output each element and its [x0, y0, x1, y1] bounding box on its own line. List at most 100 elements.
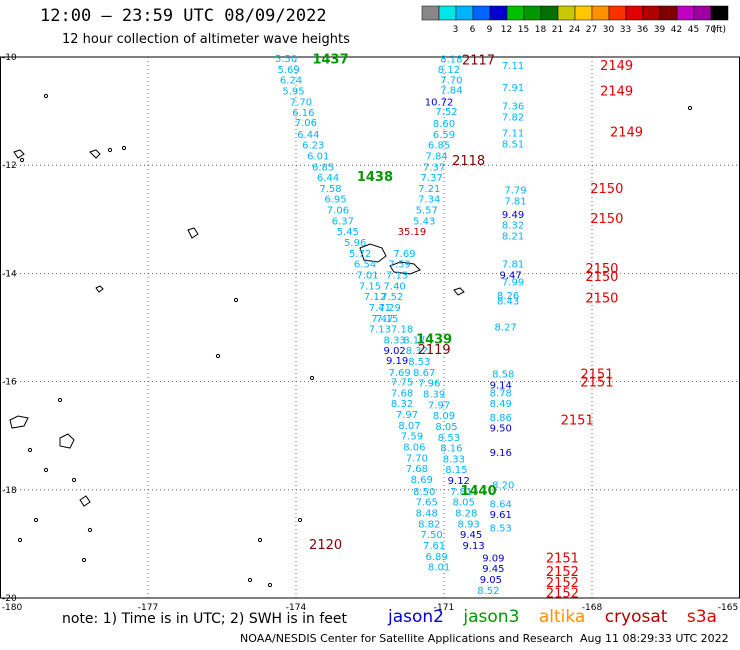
swh-value: 7.37	[423, 162, 445, 173]
swh-value: 7.21	[418, 184, 440, 195]
islet-outline	[43, 93, 49, 99]
swh-value: 8.53	[438, 433, 460, 444]
latitude-label: -10	[2, 53, 17, 63]
swh-value: 7.47	[371, 314, 393, 325]
swh-value: 8.32	[406, 346, 428, 357]
swh-value: 7.11	[502, 61, 524, 72]
swh-value: 6.54	[354, 260, 376, 271]
swh-value: 8.09	[433, 411, 455, 422]
pass-time-label: 2150	[585, 292, 618, 307]
swh-value: 7.96	[418, 379, 440, 390]
color-swatch-label: 9	[487, 25, 493, 35]
swh-value: 8.20	[492, 480, 514, 491]
pass-time-label: 2149	[610, 126, 643, 141]
islet-outline	[27, 447, 33, 453]
swh-value: 9.13	[462, 541, 484, 552]
swh-value: 8.01	[428, 563, 450, 574]
pass-time-label: 2152	[546, 576, 579, 591]
swh-value: 10.72	[425, 97, 454, 108]
island-outline	[59, 433, 75, 449]
swh-value: 6.16	[292, 108, 314, 119]
island-outline	[13, 149, 25, 159]
islet-outline	[43, 467, 49, 473]
map-subtitle: 12 hour collection of altimeter wave hei…	[62, 32, 350, 47]
swh-value: 7.37	[421, 173, 443, 184]
swh-value: 7.99	[502, 278, 524, 289]
swh-value: 6.37	[332, 216, 354, 227]
swh-value: 7.34	[418, 195, 440, 206]
longitude-label: -177	[138, 603, 158, 613]
longitude-label: -168	[582, 603, 603, 613]
swh-value: 8.32	[502, 221, 524, 232]
pass-time-label: 2150	[585, 270, 618, 285]
islet-outline	[87, 527, 93, 533]
pass-time-label: 2151	[580, 376, 613, 391]
swh-value: 7.41	[369, 303, 391, 314]
pass-time-label: 2149	[600, 59, 633, 74]
swh-value: 8.05	[453, 498, 475, 509]
swh-value: 5.43	[413, 216, 435, 227]
swh-value: 5.72	[349, 249, 371, 260]
pass-time-labels: 1437 1438 1439 1440 2117 2118 2119 2120 2149 2149…	[309, 53, 643, 602]
swh-value: 7.69	[388, 368, 410, 379]
swh-value: 7.79	[504, 186, 526, 197]
color-swatch-label: 6	[470, 25, 476, 35]
pass-time-label: 2150	[585, 262, 618, 277]
swh-value: 9.12	[448, 476, 470, 487]
island-outline	[89, 149, 101, 159]
swh-value: 7.81	[504, 196, 526, 207]
swh-value: 7.50	[421, 530, 443, 541]
swh-value: 7.70	[406, 453, 428, 464]
swh-value: 8.12	[438, 65, 460, 76]
swh-value: 8.21	[502, 232, 524, 243]
island-outline	[79, 495, 91, 507]
pass-time-label: 2117	[462, 54, 495, 69]
island-outline	[9, 415, 29, 429]
swh-value: 7.65	[416, 498, 438, 509]
island-outline	[453, 287, 465, 296]
islet-outline	[309, 375, 315, 381]
swh-readings: 5.505.696.245.957.706.167.066.446.236.01…	[275, 54, 527, 597]
color-swatch-label: 30	[603, 25, 615, 35]
color-swatch-label: 21	[552, 25, 563, 35]
swh-value: 8.50	[413, 487, 435, 498]
swh-value: 8.53	[408, 357, 430, 368]
island-outline	[95, 285, 104, 293]
mission-jason3: jason3	[463, 607, 520, 627]
longitude-label: -165	[718, 603, 738, 613]
swh-value: 7.18	[391, 325, 413, 336]
pass-time-label: 2149	[600, 85, 633, 100]
latitude-label: -18	[2, 486, 17, 496]
swh-value: 9.45	[482, 564, 504, 575]
swh-value: 7.40	[384, 281, 406, 292]
island-outline	[187, 227, 199, 239]
swh-value: 9.09	[482, 553, 504, 564]
islet-outline	[107, 147, 113, 153]
swh-value: 9.02	[384, 346, 406, 357]
color-swatch-label: 39	[654, 25, 666, 35]
swh-value: 7.61	[423, 541, 445, 552]
color-swatch-label: 12	[501, 25, 512, 35]
swh-value: 7.70	[290, 97, 312, 108]
swh-value: 7.15	[359, 281, 381, 292]
swh-value: 9.05	[480, 575, 502, 586]
swh-value: 8.18	[440, 55, 462, 66]
swh-value: 8.28	[455, 509, 477, 520]
swh-value: 7.59	[401, 432, 423, 443]
swh-value: 7.81	[450, 487, 472, 498]
swh-value: 6.44	[297, 130, 319, 141]
mission-s3a: s3a	[686, 607, 717, 627]
swh-value: 9.45	[460, 530, 482, 541]
color-swatch-label: 36	[637, 25, 649, 35]
swh-value: 8.27	[495, 322, 517, 333]
swh-value: 7.29	[379, 303, 401, 314]
color-swatch-label: 45	[688, 25, 699, 35]
swh-value: 7.75	[391, 378, 413, 389]
swh-value: 8.64	[490, 499, 512, 510]
swh-value: 5.50	[275, 54, 297, 65]
swh-value: 7.52	[381, 292, 403, 303]
swh-value: 7.69	[393, 249, 415, 260]
pass-time-label: 1439	[416, 332, 452, 347]
color-swatch-label: 3	[453, 25, 459, 35]
color-swatch-label: 33	[620, 25, 631, 35]
